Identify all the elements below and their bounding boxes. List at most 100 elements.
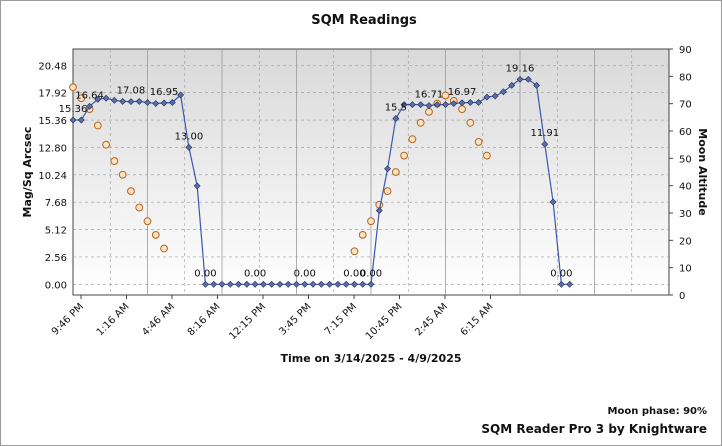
sqm-point (342, 280, 350, 288)
moon-point (466, 118, 475, 127)
sqm-point (483, 93, 491, 101)
sqm-point (152, 100, 160, 107)
sqm-point (243, 280, 251, 288)
sqm-data-label: 0.00 (194, 268, 216, 279)
moon-point (408, 135, 417, 144)
moon-point (127, 187, 135, 196)
sqm-point (119, 97, 127, 105)
sqm-point (458, 99, 466, 107)
sqm-point (359, 280, 367, 288)
x-axis-title: Time on 3/14/2025 - 4/9/2025 (280, 352, 461, 365)
x-tick-label: 3:45 PM (277, 301, 313, 337)
sqm-point (127, 98, 135, 106)
y-right-tick-label: 50 (679, 154, 692, 165)
gridlines (73, 49, 669, 295)
sqm-point (259, 280, 267, 288)
sqm-point (202, 280, 209, 288)
x-tick-label: 1:16 AM (95, 301, 132, 338)
x-tick-label: 7:15 PM (323, 301, 359, 337)
sqm-point (566, 280, 574, 288)
sqm-data-label: 0.00 (244, 268, 266, 279)
moon-point (135, 203, 144, 212)
y-left-tick-label: 12.80 (38, 143, 67, 154)
y-right-tick-label: 70 (679, 100, 692, 111)
y-left-tick-label: 10.24 (38, 171, 67, 182)
moon-point (474, 138, 483, 146)
sqm-point (110, 96, 118, 104)
x-tick-label: 2:45 AM (413, 301, 450, 338)
sqm-data-label: 15.5 (385, 103, 407, 114)
sqm-data-label: 16.64 (75, 90, 104, 101)
y-left-tick-label: 15.36 (38, 116, 67, 127)
moon-point (367, 217, 375, 226)
sqm-point (367, 280, 375, 288)
sqm-data-label: 16.97 (448, 87, 477, 98)
y-axis-right: 90 80 70 60 50 40 30 20 10 0 (669, 45, 692, 302)
sqm-point (218, 280, 226, 288)
sqm-point (425, 102, 433, 110)
sqm-point (226, 280, 234, 288)
sqm-point (541, 140, 549, 148)
sqm-point (235, 280, 242, 288)
sqm-point (326, 280, 334, 288)
moon-point (118, 170, 127, 179)
sqm-point (177, 91, 185, 99)
credit-text: SQM Reader Pro 3 by Knightware (481, 422, 707, 436)
sqm-point (351, 280, 358, 288)
sqm-point (185, 143, 193, 151)
sqm-point (375, 207, 383, 214)
sqm-point (309, 280, 317, 288)
sqm-point (284, 280, 292, 288)
sqm-point (557, 280, 565, 288)
moon-point (160, 244, 168, 253)
y-right-tick-label: 30 (679, 209, 692, 220)
sqm-point (417, 101, 425, 109)
chart-title: SQM Readings (311, 13, 417, 28)
sqm-point (400, 101, 408, 109)
sqm-point (168, 99, 176, 106)
moon-point (441, 91, 450, 100)
sqm-point (251, 280, 259, 288)
moon-point (143, 217, 152, 226)
sqm-point (491, 92, 499, 100)
moon-altitude-series (69, 83, 491, 256)
sqm-data-label: 0.00 (360, 268, 382, 279)
sqm-point (160, 99, 168, 107)
sqm-point (135, 97, 143, 105)
sqm-point (77, 116, 85, 124)
sqm-point (450, 100, 458, 107)
y-axis-left: 20.48 17.92 15.36 12.80 10.24 7.68 5.12 2.56 0.0… (38, 61, 67, 291)
sqm-data-label: 15.36 (59, 104, 88, 115)
moon-point (151, 230, 160, 239)
moon-point (416, 118, 425, 127)
sqm-point (144, 99, 151, 106)
moon-point (458, 105, 466, 114)
y-left-tick-label: 2.56 (45, 253, 67, 264)
sqm-data-label: 13.00 (175, 131, 204, 142)
y-right-tick-label: 90 (679, 45, 692, 56)
moon-point (350, 247, 359, 256)
y-left-tick-label: 5.12 (45, 226, 67, 237)
moon-point (69, 83, 77, 92)
y-left-tick-label: 17.92 (38, 89, 67, 100)
moon-point (400, 151, 409, 160)
sqm-point (301, 280, 309, 288)
moon-point (482, 151, 491, 160)
sqm-point (408, 101, 416, 109)
x-tick-label: 4:46 AM (140, 301, 177, 338)
sqm-point (334, 280, 342, 288)
sqm-point (433, 101, 441, 109)
sqm-point (317, 280, 325, 288)
sqm-point (384, 165, 391, 173)
y-left-tick-label: 7.68 (45, 198, 67, 209)
moon-point (383, 187, 392, 196)
sqm-point (276, 280, 284, 288)
sqm-data-label: 0.00 (550, 268, 572, 279)
sqm-point (392, 115, 400, 122)
x-tick-label: 9:46 PM (50, 301, 86, 337)
x-tick-label: 8:16 AM (186, 301, 223, 338)
y-axis-left-title: Mag/Sq Arcsec (21, 127, 34, 218)
y-right-tick-label: 40 (679, 182, 692, 193)
sqm-data-label: 19.16 (506, 63, 535, 74)
